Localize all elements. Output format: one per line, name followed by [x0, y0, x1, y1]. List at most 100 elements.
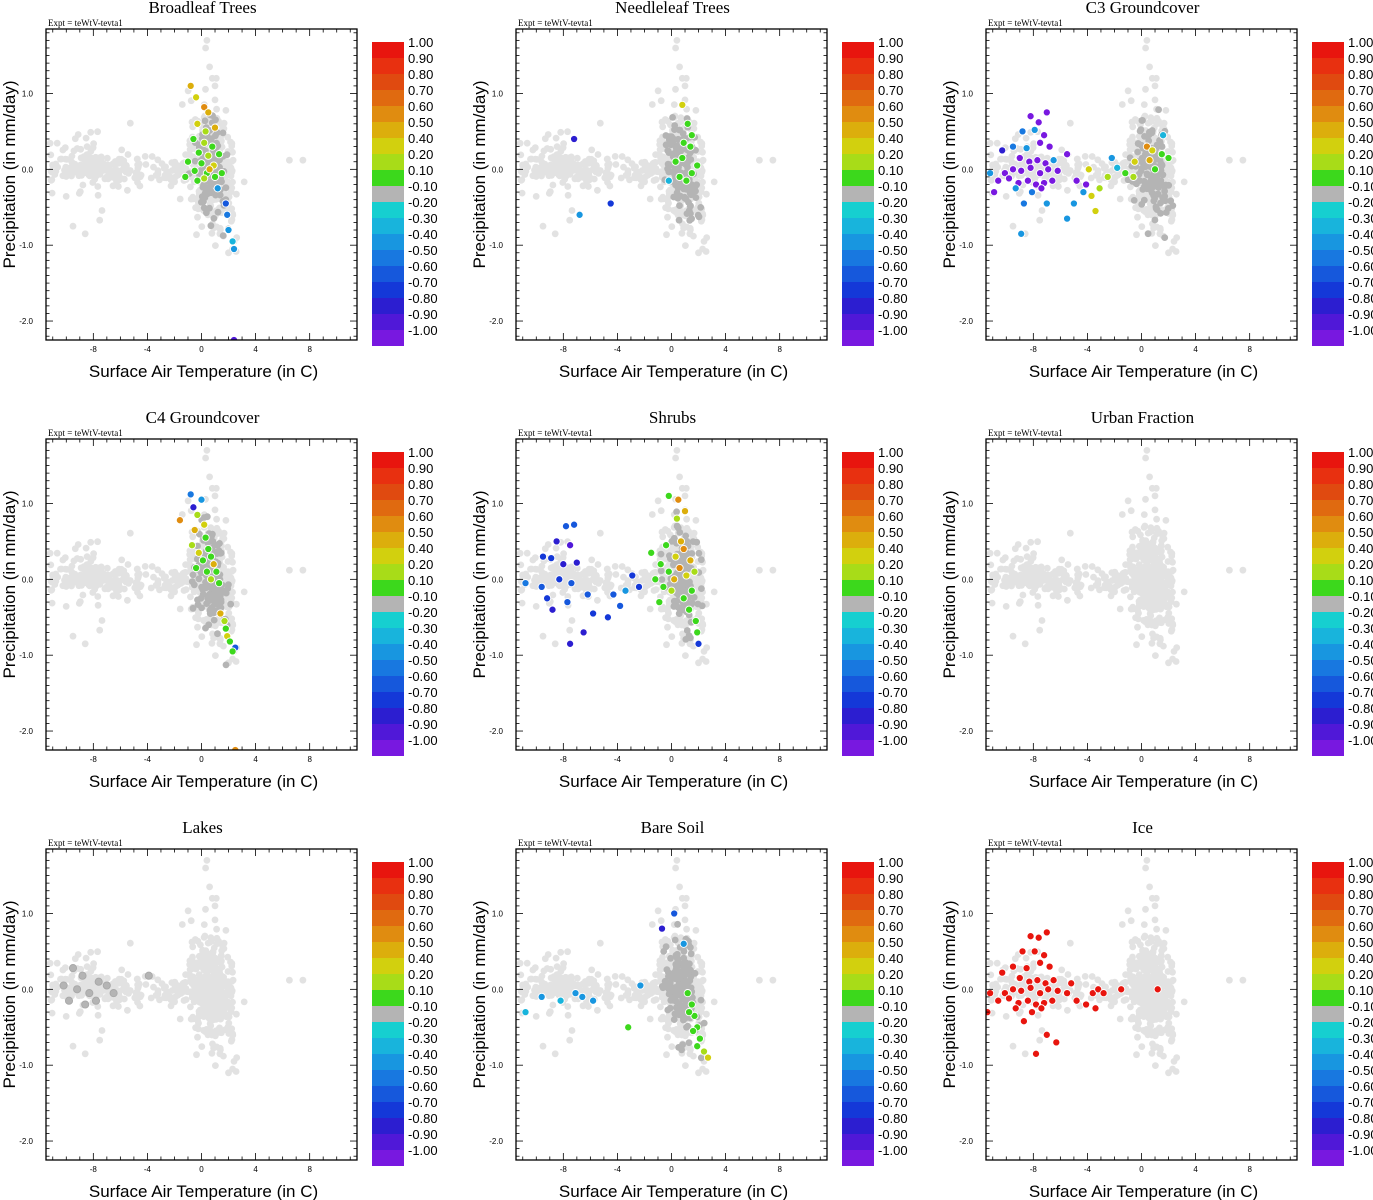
- background-point: [549, 181, 557, 189]
- data-point: [231, 745, 240, 750]
- background-point: [206, 473, 214, 481]
- expt-label: Expt = teWtV-tevta1: [988, 18, 1063, 28]
- data-point: [210, 123, 220, 132]
- background-point: [1127, 183, 1134, 191]
- background-point: [80, 563, 88, 570]
- data-point: [200, 174, 209, 183]
- neutral-point: [662, 141, 670, 149]
- data-point: [1000, 169, 1009, 178]
- colorbar-swatch: [372, 676, 404, 692]
- neutral-point: [1156, 139, 1164, 147]
- x-tick-label: 8: [307, 345, 312, 354]
- colorbar-swatch: [372, 122, 404, 138]
- colorbar-label: 0.20: [408, 557, 433, 572]
- neutral-point: [210, 609, 218, 617]
- data-point: [194, 548, 203, 557]
- background-point: [622, 172, 630, 179]
- colorbar-swatch: [372, 548, 404, 564]
- data-point: [1017, 166, 1026, 175]
- neutral-point: [1138, 117, 1146, 124]
- background-point: [76, 598, 84, 605]
- data-point: [1042, 199, 1051, 208]
- colorbar-swatch: [372, 452, 404, 468]
- data-point: [1044, 165, 1053, 174]
- background-point: [664, 623, 671, 631]
- expt-label: Expt = teWtV-tevta1: [48, 428, 123, 438]
- background-point: [38, 174, 45, 181]
- colorbar-label: 0.90: [408, 51, 433, 66]
- data-point: [204, 544, 213, 554]
- background-point: [124, 596, 131, 604]
- background-point: [683, 515, 690, 523]
- background-point: [1038, 207, 1046, 214]
- neutral-point: [222, 661, 230, 669]
- data-point: [181, 172, 190, 181]
- colorbar-label: -0.70: [878, 275, 908, 290]
- colorbar-swatch: [842, 42, 874, 58]
- neutral-point: [675, 183, 683, 191]
- background-point: [670, 617, 677, 624]
- background-point: [638, 577, 646, 584]
- background-point: [550, 153, 558, 161]
- background-point: [1152, 242, 1159, 250]
- background-point: [162, 174, 170, 182]
- background-point: [202, 454, 210, 462]
- colorbar: 1.000.900.800.700.600.500.400.200.10-0.1…: [842, 35, 908, 346]
- background-point: [1094, 156, 1102, 164]
- background-point: [113, 587, 120, 595]
- background-point: [224, 543, 232, 551]
- colorbar-swatch: [372, 298, 404, 314]
- neutral-point: [674, 135, 682, 143]
- y-tick-label: 0.0: [22, 165, 34, 174]
- background-point: [94, 601, 102, 609]
- x-tick-label: -4: [144, 345, 152, 354]
- x-tick-label: 0: [199, 345, 204, 354]
- background-point: [620, 573, 627, 581]
- background-point: [611, 563, 619, 570]
- background-point: [594, 151, 602, 158]
- neutral-point: [227, 600, 235, 608]
- colorbar-label: -0.60: [408, 259, 438, 274]
- data-point: [1022, 144, 1031, 153]
- background-point: [1169, 211, 1177, 219]
- background-point: [136, 592, 144, 600]
- background-point: [203, 447, 211, 454]
- background-point: [1002, 155, 1009, 163]
- colorbar-label: -0.50: [408, 243, 438, 258]
- x-tick-label: -8: [90, 345, 98, 354]
- neutral-point: [216, 163, 223, 171]
- data-point: [1034, 118, 1043, 127]
- data-point: [683, 119, 692, 128]
- colorbar-swatch: [842, 218, 874, 234]
- data-point: [1026, 112, 1035, 121]
- colorbar-label: 0.90: [1348, 51, 1373, 66]
- background-point: [98, 617, 106, 624]
- background-point: [657, 183, 664, 191]
- colorbar-swatch: [842, 186, 874, 202]
- background-point: [98, 207, 106, 214]
- data-point: [175, 516, 184, 525]
- data-point: [1027, 188, 1037, 197]
- data-point: [693, 161, 702, 170]
- data-point: [1145, 156, 1154, 165]
- background-point: [663, 231, 670, 239]
- colorbar-swatch: [842, 122, 874, 138]
- background-point: [63, 167, 71, 174]
- background-point: [118, 556, 126, 564]
- colorbar-label: 0.70: [878, 83, 903, 98]
- data-point: [986, 169, 995, 178]
- colorbar-label: -0.70: [1348, 275, 1373, 290]
- background-point: [229, 156, 237, 164]
- neutral-point: [669, 114, 676, 121]
- background-point: [97, 568, 105, 575]
- point-layer: [986, 37, 1247, 257]
- background-point: [556, 582, 564, 590]
- colorbar-swatch: [1312, 218, 1344, 234]
- background-point: [126, 529, 134, 537]
- neutral-point: [1151, 216, 1159, 224]
- data-point: [189, 503, 198, 512]
- background-point: [134, 574, 142, 582]
- colorbar-swatch: [842, 170, 874, 186]
- neutral-point: [216, 191, 224, 199]
- background-point: [81, 640, 89, 648]
